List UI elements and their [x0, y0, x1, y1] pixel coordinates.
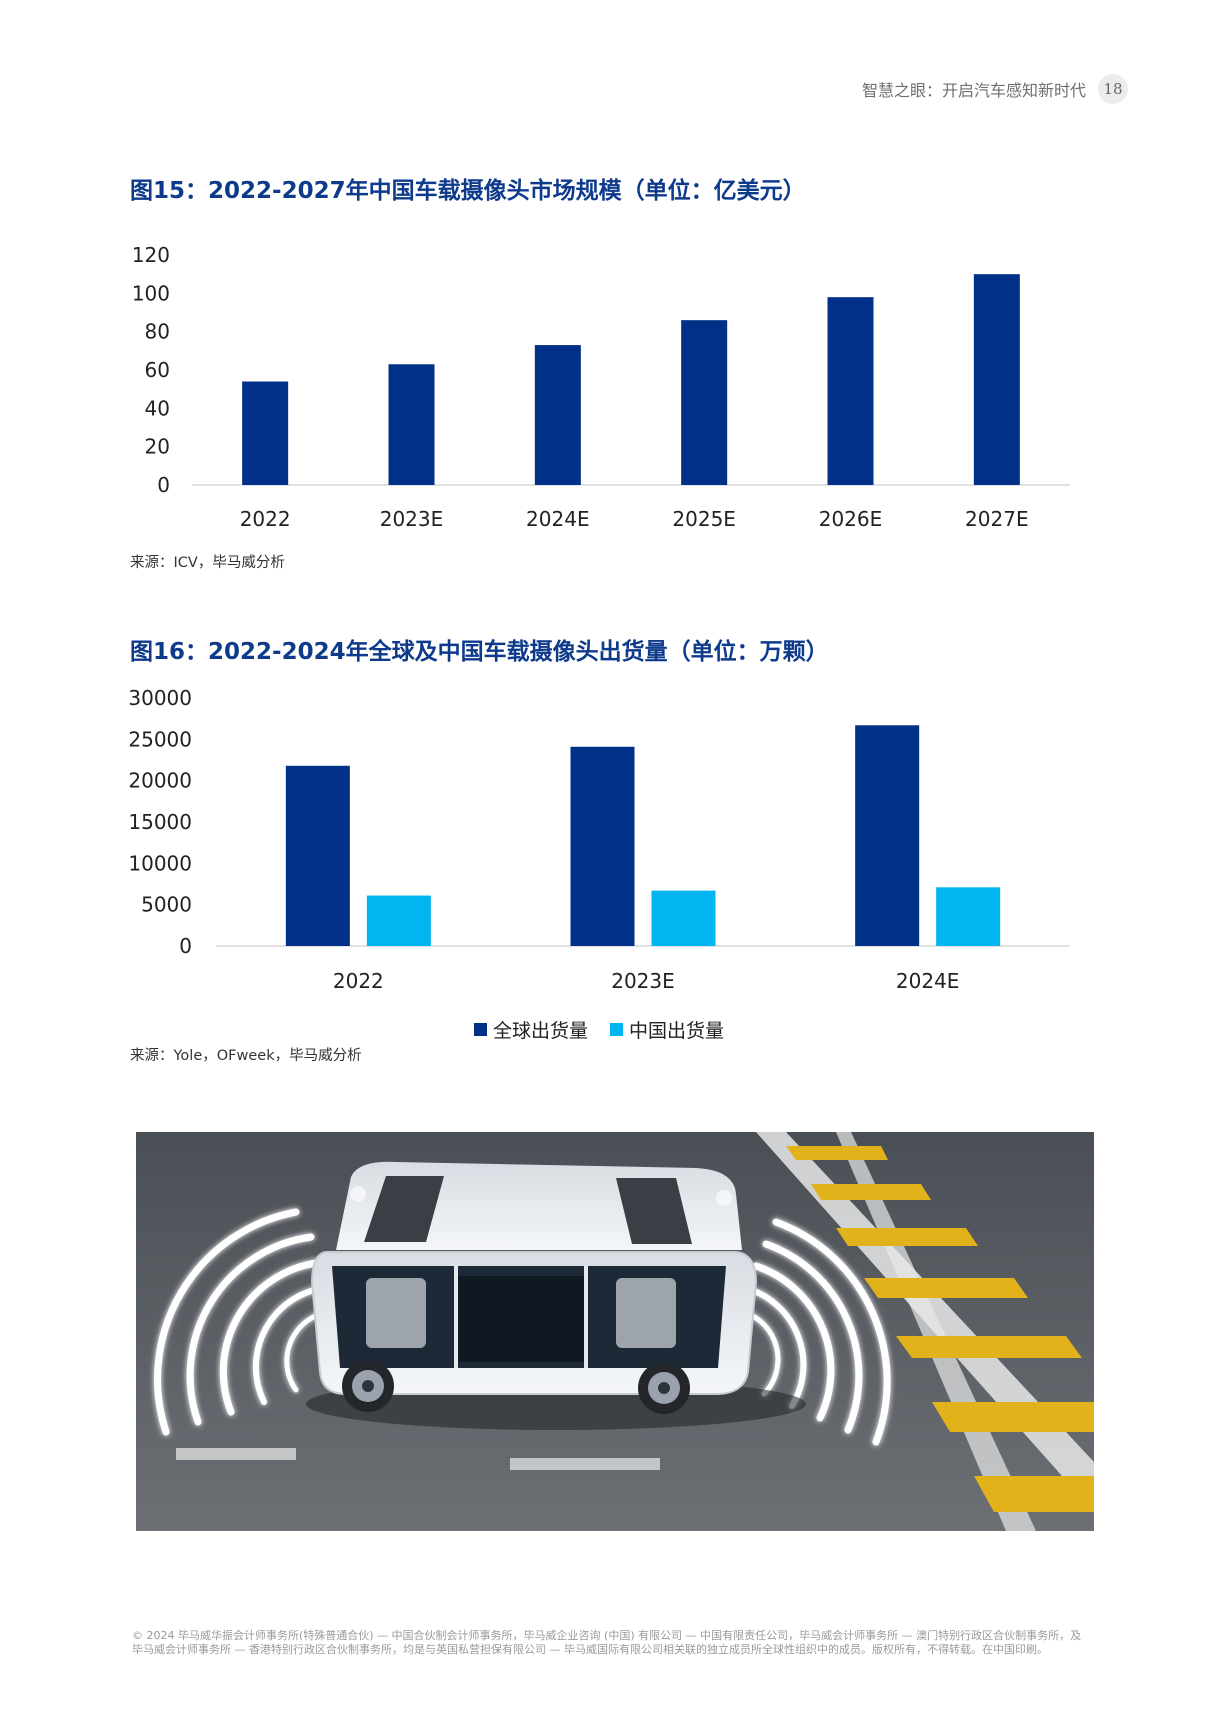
y-tick-label: 10000	[128, 851, 192, 875]
figure15-source: 来源：ICV，毕马威分析	[130, 555, 285, 571]
y-tick-label: 25000	[128, 727, 192, 751]
x-tick-label: 2024E	[526, 507, 590, 531]
legend-item-china: 中国出货量	[610, 1016, 724, 1043]
x-tick-label: 2023E	[380, 507, 444, 531]
y-tick-label: 120	[132, 243, 170, 267]
x-tick-label: 2024E	[896, 969, 960, 993]
copyright-footer: © 2024 毕马威华振会计师事务所(特殊普通合伙) — 中国合伙制会计师事务所…	[132, 1629, 1082, 1656]
figure16-title: 图16：2022-2024年全球及中国车载摄像头出货量（单位：万颗）	[130, 639, 829, 665]
bar-series1-2025E	[681, 320, 728, 485]
bar-series2-2024E	[936, 887, 1001, 946]
figure16-chart: 0 5000 10000 15000 20000 25000 30000 2022 2023E 2…	[128, 686, 1070, 993]
bar-series1-2023E	[388, 364, 435, 485]
y-tick-label: 30000	[128, 686, 192, 710]
bar-series1-2026E	[827, 297, 874, 485]
y-tick-label: 20	[145, 435, 170, 459]
x-tick-label: 2023E	[611, 969, 675, 993]
page-number: 18	[1098, 74, 1128, 104]
bar-series2-2022	[366, 895, 431, 946]
x-tick-label: 2026E	[819, 507, 883, 531]
legend-label-global: 全球出货量	[493, 1020, 589, 1042]
legend-swatch-china	[610, 1023, 624, 1036]
legend-label-china: 中国出货量	[629, 1020, 725, 1042]
y-tick-label: 80	[145, 320, 170, 344]
bar-series1-2022	[285, 765, 350, 946]
y-tick-label: 5000	[141, 893, 192, 917]
y-tick-label: 60	[145, 358, 170, 382]
legend-item-global: 全球出货量	[474, 1016, 588, 1043]
y-tick-label: 100	[132, 281, 170, 305]
y-tick-label: 40	[145, 396, 170, 420]
bar-series1-2024E	[855, 725, 920, 946]
x-tick-label: 2022	[240, 507, 291, 531]
x-tick-label: 2022	[333, 969, 384, 993]
x-tick-label: 2027E	[965, 507, 1029, 531]
figure16-legend: 全球出货量 中国出货量	[474, 1016, 724, 1043]
figure15-title: 图15：2022-2027年中国车载摄像头市场规模（单位：亿美元）	[130, 178, 806, 204]
report-title: 智慧之眼：开启汽车感知新时代	[861, 81, 1086, 100]
figure15-chart: 0 20 40 60 80 100 120 2022 2023E 2024E 2025E 2026E 2…	[132, 243, 1070, 531]
bar-series1-2022	[242, 381, 289, 485]
legend-swatch-global	[474, 1023, 487, 1036]
x-tick-label: 2025E	[672, 507, 736, 531]
autonomous-vehicle-photo	[136, 1132, 1094, 1531]
figure16-source: 来源：Yole，OFweek，毕马威分析	[130, 1048, 362, 1064]
vehicle-illustration	[136, 1132, 1094, 1531]
y-tick-label: 0	[157, 473, 170, 497]
bar-series1-2023E	[570, 746, 635, 946]
y-tick-label: 20000	[128, 769, 192, 793]
page-header: 智慧之眼：开启汽车感知新时代 18	[862, 74, 1128, 104]
bar-series1-2024E	[534, 345, 581, 485]
y-tick-label: 15000	[128, 810, 192, 834]
bar-series1-2027E	[973, 274, 1020, 485]
y-tick-label: 0	[179, 934, 192, 958]
bar-series2-2023E	[651, 890, 716, 946]
